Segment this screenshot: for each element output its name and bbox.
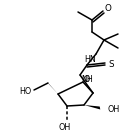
- Text: HO: HO: [19, 86, 31, 95]
- Polygon shape: [47, 82, 58, 94]
- Text: O: O: [84, 75, 90, 84]
- Text: S: S: [108, 59, 114, 69]
- Text: OH: OH: [59, 123, 71, 132]
- Text: HN: HN: [84, 54, 96, 64]
- Text: OH: OH: [108, 105, 120, 114]
- Text: NH: NH: [81, 75, 93, 84]
- Polygon shape: [84, 105, 100, 110]
- Text: O: O: [105, 3, 111, 13]
